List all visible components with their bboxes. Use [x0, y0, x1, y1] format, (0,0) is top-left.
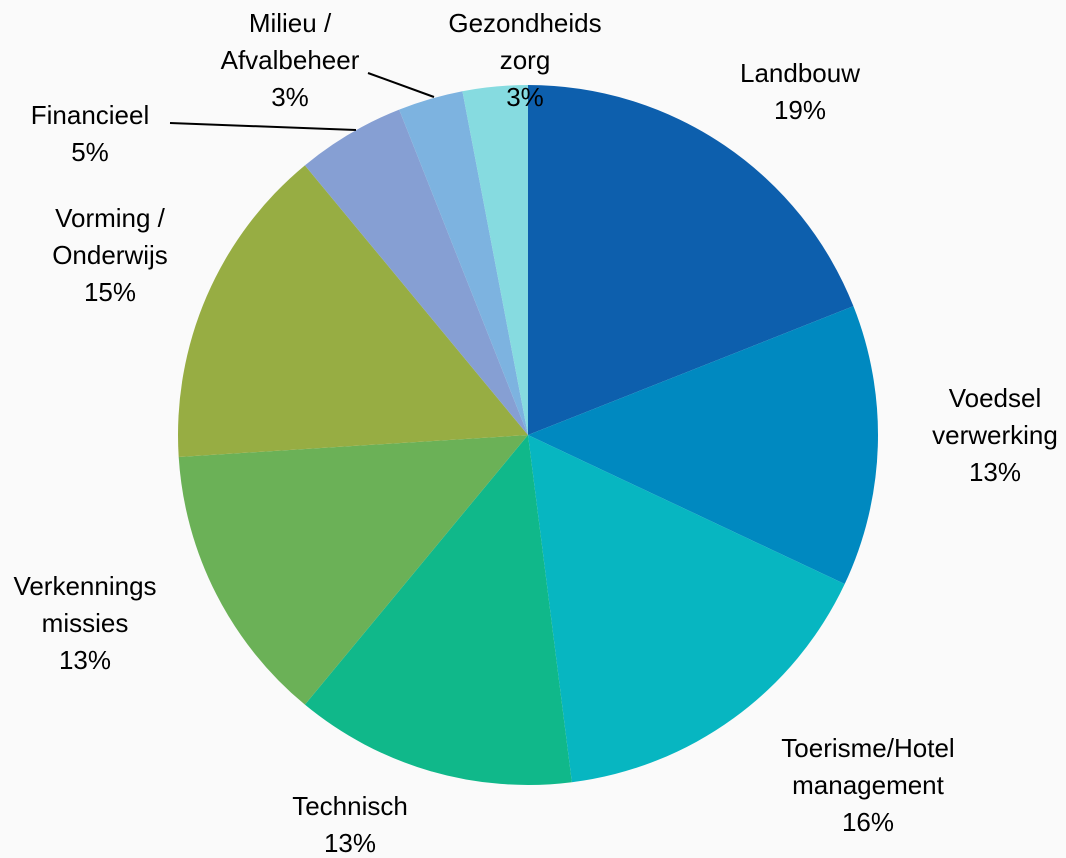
slice-label: Toerisme/Hotel: [781, 733, 954, 763]
leader-line: [367, 72, 435, 98]
leader-line: [169, 122, 357, 131]
value-label: 15%: [84, 277, 136, 307]
slice: [399, 91, 528, 435]
slice-label: Technisch: [292, 791, 408, 821]
slice: [178, 165, 528, 457]
slice-label: missies: [42, 608, 129, 638]
slice-label: Afvalbeheer: [221, 45, 360, 75]
slice: [528, 85, 854, 435]
slice-label: Landbouw: [740, 58, 860, 88]
slice-label: Milieu /: [249, 8, 332, 38]
slice-label: Gezondheids: [448, 8, 601, 38]
slice-label: Vorming /: [55, 203, 166, 233]
labels: Landbouw 19% Voedsel verwerking 13% Toerisme/…: [13, 8, 1057, 858]
slice: [304, 109, 528, 435]
value-label: 16%: [842, 807, 894, 837]
value-label: 13%: [969, 457, 1021, 487]
value-label: 3%: [506, 82, 544, 112]
slice-label: Voedsel: [949, 383, 1042, 413]
slice: [462, 85, 528, 435]
value-label: 19%: [774, 95, 826, 125]
slice: [304, 435, 572, 786]
slice-label: zorg: [500, 45, 551, 75]
value-label: 5%: [71, 137, 109, 167]
value-label: 13%: [324, 828, 376, 858]
slice: [528, 435, 845, 783]
slice-label: Verkennings: [13, 571, 156, 601]
slice-label: Financieel: [31, 100, 150, 130]
slices: [178, 85, 878, 786]
slice: [528, 306, 878, 585]
slice-label: Onderwijs: [52, 240, 168, 270]
value-label: 13%: [59, 645, 111, 675]
slice-label: management: [792, 770, 945, 800]
value-label: 3%: [271, 82, 309, 112]
slice-label: verwerking: [932, 420, 1058, 450]
slice: [178, 435, 528, 705]
